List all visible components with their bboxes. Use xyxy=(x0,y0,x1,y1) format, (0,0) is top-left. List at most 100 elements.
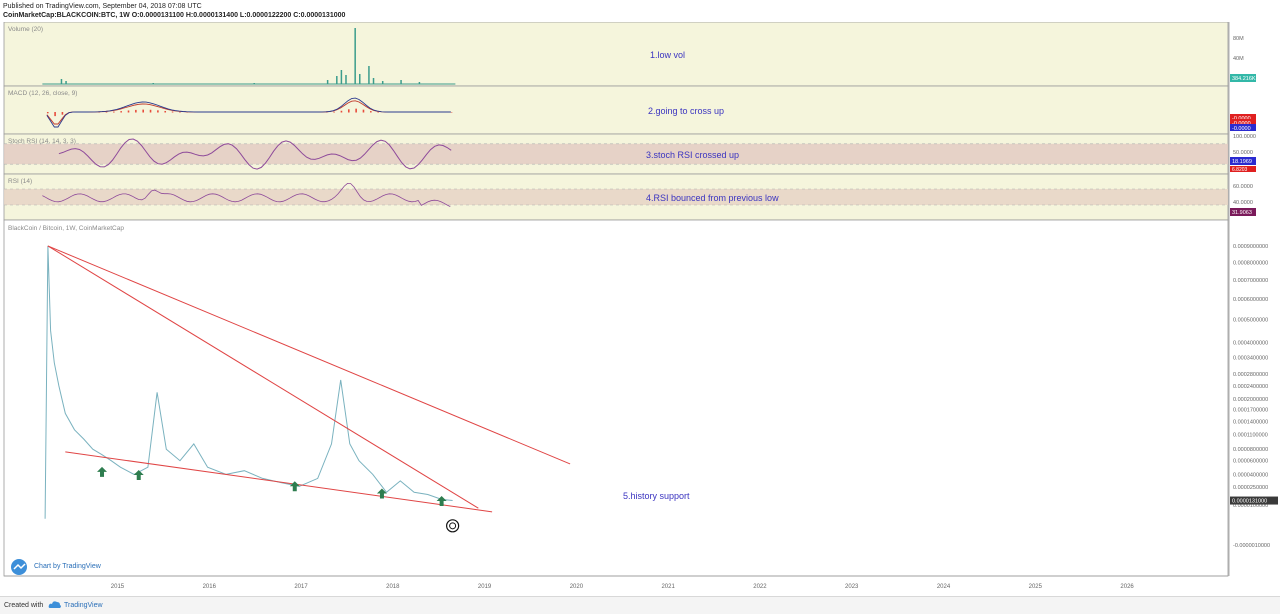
macd-histogram-bar xyxy=(149,109,152,113)
macd-histogram-bar xyxy=(377,111,379,113)
volume-bar xyxy=(418,82,421,84)
symbol-ohlc-info: CoinMarketCap:BLACKCOIN:BTC, 1W O:0.0000… xyxy=(3,12,346,19)
panel-macd-note: 2.going to cross up xyxy=(648,106,724,116)
trendline xyxy=(65,451,493,513)
price-tick-label: 0.0000250000 xyxy=(1233,485,1268,491)
macd-histogram-bar xyxy=(46,112,49,114)
macd-histogram-bar xyxy=(333,111,335,113)
price-tick-label: 0.0002800000 xyxy=(1233,372,1268,378)
last-price-box xyxy=(1230,496,1278,505)
price-tick-label: 0.0007000000 xyxy=(1233,278,1268,284)
macd-histogram-bar xyxy=(340,110,343,113)
panel-macd-title: MACD (12, 26, close, 9) xyxy=(8,90,77,97)
support-arrow-icon xyxy=(289,481,300,492)
main-note: 5.history support xyxy=(623,491,690,501)
volume-bar xyxy=(372,78,375,84)
time-tick-label: 2015 xyxy=(111,584,125,590)
macd-histogram-bar xyxy=(171,111,174,113)
last-value-box xyxy=(1230,157,1256,165)
volume-bar xyxy=(336,76,338,84)
price-tick-label: 0.0000400000 xyxy=(1233,472,1268,478)
last-price-label: 0.0000131000 xyxy=(1232,499,1267,505)
time-tick-label: 2021 xyxy=(661,584,675,590)
created-with-label: Created with xyxy=(4,602,44,609)
axis-value-box xyxy=(1230,114,1256,121)
time-tick-label: 2020 xyxy=(570,584,584,590)
macd-histogram-bar xyxy=(120,111,122,113)
volume-bar xyxy=(381,81,384,84)
volume-bar xyxy=(354,28,356,84)
macd-histogram-bar xyxy=(54,112,56,117)
axis-value-box xyxy=(1230,124,1256,131)
chart-by-badge[interactable]: Chart by TradingView xyxy=(10,558,101,581)
time-tick-label: 2025 xyxy=(1029,584,1043,590)
support-arrow-icon xyxy=(97,466,108,477)
tradingview-logo-icon xyxy=(11,559,27,575)
macd-histogram-bar xyxy=(179,111,181,113)
price-tick-label: 0.0000600000 xyxy=(1233,459,1268,465)
price-tick-label: 0.0000800000 xyxy=(1233,447,1268,453)
last-value-label: 31.9063 xyxy=(1232,210,1252,216)
time-tick-label: 2026 xyxy=(1120,584,1134,590)
price-tick-label: 0.0000100000 xyxy=(1233,503,1268,509)
support-arrow-icon xyxy=(133,469,144,480)
price-tick-label: 0.0004000000 xyxy=(1233,340,1268,346)
target-icon xyxy=(446,519,460,533)
panel-rsi-note: 4.RSI bounced from previous low xyxy=(646,193,779,203)
chart-by-label[interactable]: Chart by TradingView xyxy=(34,563,101,570)
last-value-label: 384.216K xyxy=(1232,76,1256,82)
price-tick-label: -0.0000010000 xyxy=(1233,543,1270,549)
last-value-box-2 xyxy=(1230,166,1256,172)
panel-stoch-band xyxy=(4,143,1228,165)
volume-bar xyxy=(340,70,343,84)
volume-bar xyxy=(368,66,370,84)
macd-histogram-bar xyxy=(450,112,453,113)
price-tick-label: 0.0003400000 xyxy=(1233,356,1268,362)
price-tick-label: 0.0001100000 xyxy=(1233,432,1268,438)
macd-line xyxy=(46,97,451,128)
last-value-label-2: 6.8203 xyxy=(1232,167,1248,173)
axis-tick-label: 100.0000 xyxy=(1233,134,1256,140)
publish-info: Published on TradingView.com, September … xyxy=(3,3,202,10)
panel-rsi-title: RSI (14) xyxy=(8,178,32,185)
macd-histogram-bar xyxy=(105,111,108,113)
macd-histogram-bar xyxy=(355,108,357,113)
symbol-label: BlackCoin / Bitcoin, 1W, CoinMarketCap xyxy=(8,225,124,232)
rsi-line xyxy=(42,182,451,208)
panel-volume-title: Volume (20) xyxy=(8,26,43,33)
time-tick-label: 2023 xyxy=(845,584,859,590)
macd-histogram-bar xyxy=(362,109,365,113)
price-tick-label: 0.0001400000 xyxy=(1233,419,1268,425)
tradingview-cloud-icon xyxy=(48,601,61,608)
last-value-box xyxy=(1230,74,1256,82)
tradingview-link[interactable]: TradingView xyxy=(64,602,103,609)
macd-histogram-bar xyxy=(142,109,144,113)
panel-stoch-title: Stoch RSI (14, 14, 3, 3) xyxy=(8,138,76,145)
main-price-panel-bg xyxy=(3,219,1229,577)
last-value-label: 18.1969 xyxy=(1232,159,1252,165)
time-tick-label: 2019 xyxy=(478,584,492,590)
axis-value-label: -0.0000 xyxy=(1232,126,1251,132)
time-tick-label: 2018 xyxy=(386,584,400,590)
price-tick-label: 0.0008000000 xyxy=(1233,260,1268,266)
volume-bar xyxy=(60,79,63,84)
axis-tick-label: 40M xyxy=(1233,56,1244,62)
volume-bar xyxy=(65,81,67,84)
trendline xyxy=(47,245,479,509)
panel-volume-note: 1.low vol xyxy=(650,50,685,60)
time-tick-label: 2024 xyxy=(937,584,951,590)
time-tick-label: 2016 xyxy=(203,584,217,590)
chart-area[interactable]: Volume (20) 1.low vol 80M 40M 384.216K MACD (… xyxy=(0,22,1280,596)
volume-bar xyxy=(345,75,347,84)
price-line xyxy=(44,245,453,519)
volume-bar xyxy=(152,83,154,84)
macd-histogram-bar xyxy=(157,110,159,113)
axis-tick-label: 40.0000 xyxy=(1233,200,1253,206)
price-tick-label: 0.0002000000 xyxy=(1233,397,1268,403)
time-tick-label: 2017 xyxy=(294,584,308,590)
footer-bar: Created with TradingView xyxy=(0,596,1280,614)
time-tick-label: 2022 xyxy=(753,584,767,590)
volume-bar xyxy=(400,80,402,84)
last-value-box xyxy=(1230,208,1256,216)
macd-histogram-bar xyxy=(135,109,137,113)
